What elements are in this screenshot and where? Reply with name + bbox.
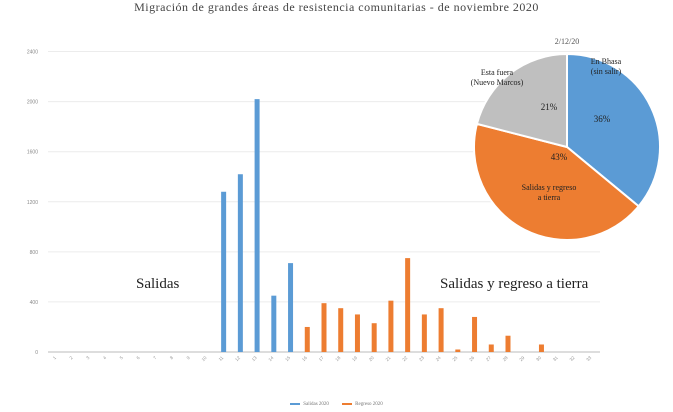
pie-title: 2/12/20 xyxy=(555,37,579,46)
pie-slice-1 xyxy=(566,52,661,208)
y-tick-label-2400: 2400 xyxy=(27,50,38,56)
x-tick-label-6: 6 xyxy=(135,355,141,361)
pie-label-3: Esta fuera (Nuevo Marcos) xyxy=(471,68,524,87)
x-tick-label-9: 9 xyxy=(186,355,192,361)
annotation-salidas: Salidas xyxy=(136,276,180,292)
legend-swatch-regreso xyxy=(342,402,353,405)
bar-regreso-28 xyxy=(505,335,511,352)
bar-regreso-24 xyxy=(438,308,444,352)
pie-percent-3: 21% xyxy=(541,102,558,112)
x-tick-label-15: 15 xyxy=(284,355,291,362)
pie-slice-2 xyxy=(473,122,641,241)
bar-regreso-20 xyxy=(371,323,377,352)
x-tick-label-17: 17 xyxy=(318,355,325,362)
bar-regreso-17 xyxy=(321,303,327,352)
pie-slice-3 xyxy=(475,52,568,149)
legend-swatch-salidas xyxy=(290,402,301,405)
x-tick-label-21: 21 xyxy=(385,355,392,362)
x-tick-label-3: 3 xyxy=(85,355,91,361)
y-tick-label-400: 400 xyxy=(30,300,39,306)
bar-regreso-26 xyxy=(472,316,478,352)
x-tick-label-10: 10 xyxy=(201,355,208,362)
x-tick-label-16: 16 xyxy=(301,355,308,362)
bar-salidas-14 xyxy=(271,295,277,352)
x-tick-label-13: 13 xyxy=(251,355,258,362)
x-tick-label-18: 18 xyxy=(334,355,341,362)
bar-regreso-23 xyxy=(421,314,427,352)
x-tick-label-1: 1 xyxy=(52,355,58,361)
x-tick-label-27: 27 xyxy=(485,355,492,362)
bar-salidas-15 xyxy=(288,263,294,352)
x-tick-label-30: 30 xyxy=(535,355,542,362)
x-tick-label-5: 5 xyxy=(119,355,125,361)
x-tick-label-19: 19 xyxy=(351,355,358,362)
x-tick-label-14: 14 xyxy=(267,355,274,362)
bar-salidas-12 xyxy=(237,174,243,352)
bar-regreso-18 xyxy=(338,308,344,352)
bar-regreso-22 xyxy=(405,258,411,352)
y-tick-label-1600: 1600 xyxy=(27,150,38,156)
legend-label-salidas: Salidas 2020 xyxy=(303,402,329,407)
bar-regreso-27 xyxy=(488,344,494,352)
x-tick-label-8: 8 xyxy=(169,355,175,361)
x-tick-label-11: 11 xyxy=(218,355,225,362)
pie-percent-2: 43% xyxy=(551,152,568,162)
x-tick-label-33: 33 xyxy=(585,355,592,362)
chart-legend: Salidas 2020 Regreso 2020 xyxy=(0,402,673,407)
x-tick-label-22: 22 xyxy=(401,355,408,362)
pie-percent-1: 36% xyxy=(594,114,611,124)
x-tick-label-31: 31 xyxy=(552,355,559,362)
legend-item-salidas: Salidas 2020 xyxy=(290,402,329,407)
pie-label-1: En Bhasa (sin salir) xyxy=(591,57,622,76)
chart-title: Migración de grandes áreas de resistenci… xyxy=(134,0,539,14)
x-tick-label-32: 32 xyxy=(569,355,576,362)
x-tick-label-12: 12 xyxy=(234,355,241,362)
annotation-salidas-regreso: Salidas y regreso a tierra xyxy=(440,276,589,292)
bar-salidas-13 xyxy=(254,99,260,353)
x-tick-label-7: 7 xyxy=(152,355,158,361)
bar-regreso-21 xyxy=(388,300,394,352)
y-tick-label-800: 800 xyxy=(30,250,39,256)
x-tick-label-28: 28 xyxy=(502,355,509,362)
y-tick-label-2000: 2000 xyxy=(27,100,38,106)
x-tick-label-25: 25 xyxy=(451,355,458,362)
x-tick-label-4: 4 xyxy=(102,355,108,361)
bar-salidas-11 xyxy=(221,191,227,352)
y-tick-label-0: 0 xyxy=(35,350,38,356)
bar-regreso-16 xyxy=(304,326,310,352)
legend-item-regreso: Regreso 2020 xyxy=(342,402,383,407)
x-tick-label-23: 23 xyxy=(418,355,425,362)
legend-label-regreso: Regreso 2020 xyxy=(355,402,383,407)
bar-regreso-25 xyxy=(455,349,461,352)
x-tick-label-29: 29 xyxy=(518,355,525,362)
x-tick-label-24: 24 xyxy=(435,355,442,362)
x-tick-label-26: 26 xyxy=(468,355,475,362)
pie-label-2: Salidas y regreso a tierra xyxy=(522,183,577,202)
x-tick-label-2: 2 xyxy=(68,355,74,361)
x-tick-label-20: 20 xyxy=(368,355,375,362)
bar-regreso-30 xyxy=(538,344,544,352)
bar-regreso-19 xyxy=(354,314,360,352)
y-tick-label-1200: 1200 xyxy=(27,200,38,206)
